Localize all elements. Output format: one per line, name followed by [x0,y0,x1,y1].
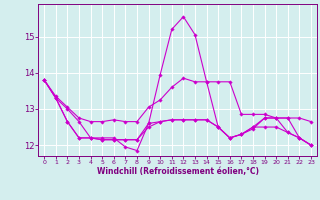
X-axis label: Windchill (Refroidissement éolien,°C): Windchill (Refroidissement éolien,°C) [97,167,259,176]
